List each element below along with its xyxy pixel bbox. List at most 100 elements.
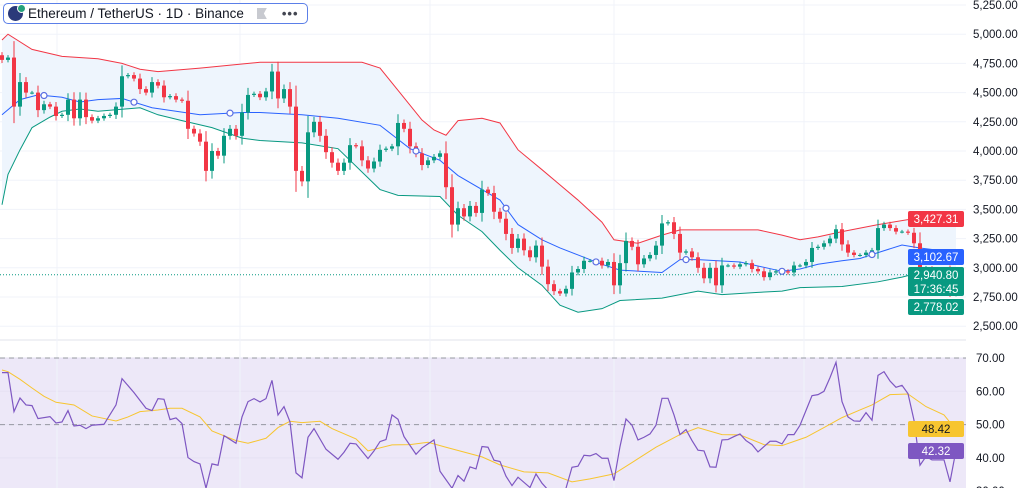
last-value-labels: 3,427.31 3,102.67 2,940.80 17:36:45 2,778.02…	[908, 211, 964, 459]
candle-down	[84, 99, 88, 118]
candle-up	[150, 82, 154, 93]
candle-up	[396, 122, 400, 147]
price-axis[interactable]: 5,250.00 5,000.00 4,750.00 4,500.00 4,250.00…	[966, 0, 1024, 488]
rsi-ma-label: 48.42	[922, 424, 951, 436]
candle-down	[132, 75, 136, 79]
candle-up	[774, 271, 778, 273]
candle-up	[618, 263, 622, 286]
candle-down	[72, 99, 76, 119]
lower-band-label: 2,778.02	[914, 302, 959, 314]
candle-up	[576, 268, 580, 273]
candle-up	[468, 205, 472, 217]
candle-up	[270, 71, 274, 92]
bollinger-fill	[2, 34, 956, 313]
candle-up	[744, 263, 748, 265]
candle-down	[714, 267, 718, 286]
candle-up	[708, 267, 712, 279]
flag-icon[interactable]	[256, 8, 267, 19]
candle-down	[474, 205, 478, 213]
rsi-tick-label: 70.00	[976, 353, 1005, 365]
candle-up	[252, 93, 256, 95]
rsi-label-bg	[908, 443, 964, 459]
candle-up	[426, 160, 430, 166]
rsi-tick-label: 60.00	[976, 386, 1005, 398]
candles	[0, 41, 958, 297]
candle-up	[882, 224, 886, 229]
candle-up	[78, 99, 82, 119]
candle-down	[402, 122, 406, 129]
candle-up	[378, 149, 382, 162]
signal-marker	[868, 250, 876, 259]
price-tick-label: 4,500.00	[973, 88, 1018, 100]
candle-down	[678, 233, 682, 253]
candle-down	[24, 82, 28, 93]
candle-up	[684, 251, 688, 253]
price-tick-label: 3,750.00	[973, 175, 1018, 187]
candle-up	[312, 121, 316, 133]
candle-up	[858, 254, 862, 256]
candle-down	[552, 284, 556, 292]
candle-down	[732, 265, 736, 267]
signal-marker	[40, 91, 48, 100]
lower-band-label-bg	[908, 299, 964, 315]
candle-up	[30, 92, 34, 94]
candle-down	[330, 152, 334, 163]
rsi-tick-label: 30.00	[976, 486, 1005, 488]
candle-up	[456, 208, 460, 225]
candle-down	[450, 187, 454, 225]
candle-down	[156, 82, 160, 86]
candle-up	[342, 162, 346, 171]
basis-label-bg	[908, 249, 964, 265]
price-tick-label: 3,000.00	[973, 263, 1018, 275]
symbol-legend[interactable]: Ethereum / TetherUS · 1D · Binance •••	[3, 3, 308, 24]
candle-down	[192, 128, 196, 134]
candle-up	[18, 82, 22, 107]
basis-label: 3,102.67	[914, 252, 959, 264]
rsi-tick-label: 40.00	[976, 453, 1005, 465]
bollinger-basis-line	[1, 94, 957, 273]
candle-up	[228, 128, 232, 136]
axis-background	[966, 0, 1024, 488]
candle-down	[258, 93, 262, 98]
candle-down	[48, 104, 52, 107]
candle-down	[546, 266, 550, 285]
candle-up	[42, 104, 46, 111]
candle-up	[534, 245, 538, 258]
candle-down	[180, 99, 184, 101]
bollinger-band-fill	[2, 34, 956, 313]
candle-up	[240, 112, 244, 136]
candle-down	[408, 128, 412, 147]
candle-up	[666, 222, 670, 224]
candle-up	[720, 265, 724, 286]
rsi-ma-label-bg	[908, 421, 964, 437]
rsi-label: 42.32	[922, 446, 951, 458]
candle-down	[630, 240, 634, 247]
candle-down	[504, 218, 508, 234]
candle-down	[36, 92, 40, 111]
price-tick-label: 4,250.00	[973, 117, 1018, 129]
candle-up	[864, 252, 868, 255]
candle-up	[606, 261, 610, 266]
candle-up	[264, 91, 268, 98]
candle-down	[558, 291, 562, 294]
candle-down	[852, 252, 856, 255]
candle-up	[102, 115, 106, 119]
candle-down	[510, 233, 514, 248]
candle-down	[462, 208, 466, 217]
candle-down	[144, 89, 148, 93]
candle-up	[390, 146, 394, 149]
candle-down	[276, 71, 280, 99]
candle-up	[624, 240, 628, 264]
candle-down	[162, 85, 166, 98]
candle-up	[828, 238, 832, 244]
candle-down	[288, 89, 292, 107]
candle-down	[420, 153, 424, 166]
candle-down	[54, 106, 58, 116]
rsi-tick-label: 50.00	[976, 420, 1005, 432]
candle-down	[0, 55, 4, 60]
candle-up	[798, 265, 802, 267]
more-dots-icon[interactable]: •••	[281, 6, 299, 21]
candle-down	[756, 268, 760, 272]
